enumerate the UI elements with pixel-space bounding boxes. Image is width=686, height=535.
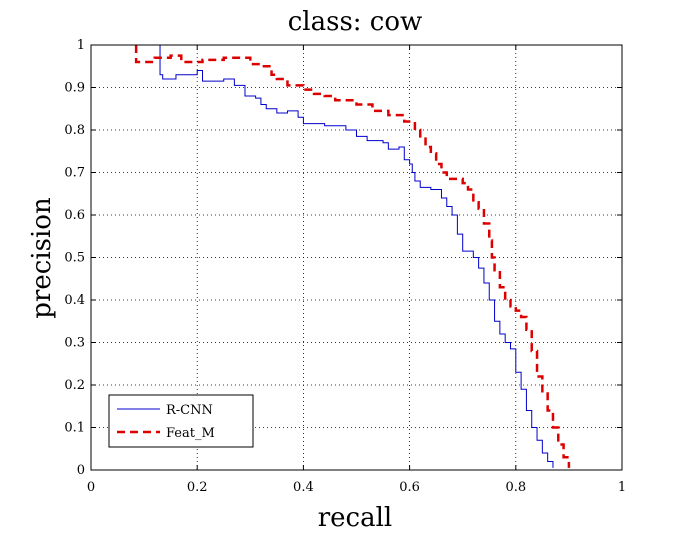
y-tick-label: 0.8 bbox=[64, 123, 85, 138]
y-tick-label: 0.6 bbox=[64, 208, 85, 223]
y-tick-label: 0.1 bbox=[64, 421, 85, 436]
chart-title: class: cow bbox=[288, 7, 423, 37]
y-axis-label: precision bbox=[27, 197, 57, 319]
x-axis-ticks: 0 0.2 0.4 0.6 0.8 1 bbox=[87, 45, 626, 495]
series-line-feat-m bbox=[134, 45, 571, 468]
series-line-r-cnn bbox=[157, 44, 554, 468]
series-lines bbox=[134, 44, 571, 468]
legend: R-CNN Feat_M bbox=[108, 394, 254, 448]
x-tick-label: 0.6 bbox=[399, 480, 420, 495]
y-axis-ticks: 0 0.1 0.2 0.3 0.4 0.5 0.6 0.7 0.8 0.9 1 bbox=[64, 38, 622, 478]
x-tick-label: 0.8 bbox=[505, 480, 526, 495]
y-tick-label: 0.9 bbox=[64, 81, 85, 96]
y-tick-label: 0.4 bbox=[64, 293, 85, 308]
y-tick-label: 0.2 bbox=[64, 378, 85, 393]
x-tick-label: 0.4 bbox=[293, 480, 314, 495]
x-tick-label: 0.2 bbox=[187, 480, 208, 495]
y-tick-label: 1 bbox=[77, 38, 85, 53]
x-axis-label: recall bbox=[318, 503, 393, 533]
x-tick-label: 0 bbox=[87, 480, 95, 495]
legend-label-feat-m: Feat_M bbox=[166, 426, 215, 441]
legend-box bbox=[108, 394, 254, 448]
y-tick-label: 0.7 bbox=[64, 166, 85, 181]
y-tick-label: 0.3 bbox=[64, 336, 85, 351]
x-tick-label: 1 bbox=[618, 480, 626, 495]
y-tick-label: 0 bbox=[77, 463, 85, 478]
legend-label-r-cnn: R-CNN bbox=[166, 403, 213, 418]
y-tick-label: 0.5 bbox=[64, 251, 85, 266]
grid-lines bbox=[91, 45, 622, 470]
